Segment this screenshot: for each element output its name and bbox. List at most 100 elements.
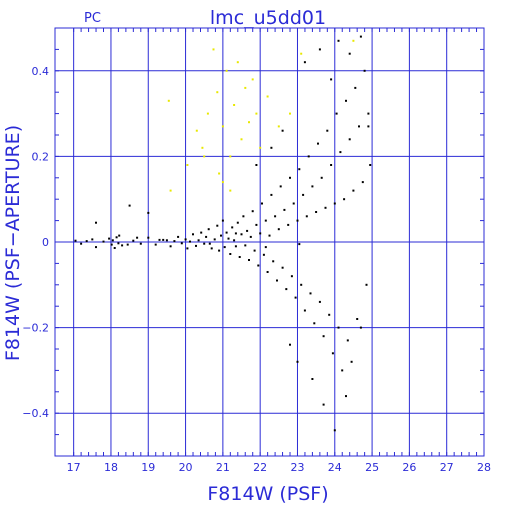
scatter-point <box>330 78 333 81</box>
scatter-point <box>270 193 273 196</box>
scatter-point <box>259 146 262 149</box>
scatter-point <box>244 244 247 247</box>
scatter-point <box>311 185 314 188</box>
scatter-point <box>322 335 325 338</box>
scatter-point <box>337 326 340 329</box>
scatter-point <box>225 231 228 234</box>
scatter-point <box>345 395 347 398</box>
scatter-point <box>186 164 189 166</box>
scatter-point <box>294 296 297 299</box>
scatter-point <box>290 275 293 278</box>
scatter-point <box>369 164 372 166</box>
scatter-point <box>331 352 334 355</box>
scatter-point <box>108 237 111 240</box>
scatter-point <box>296 360 299 363</box>
scatter-point <box>229 155 232 158</box>
scatter-point <box>165 239 168 242</box>
scatter-point <box>249 235 252 238</box>
scatter-point <box>337 39 340 42</box>
scatter-point <box>208 242 211 245</box>
scatter-point <box>272 260 275 263</box>
scatter-point <box>289 112 291 115</box>
x-axis-label: F814W (PSF) <box>207 483 328 505</box>
scatter-point <box>289 176 291 179</box>
scatter-point <box>261 202 263 205</box>
scatter-point <box>296 219 299 222</box>
scatter-point <box>128 204 131 207</box>
scatter-point <box>205 235 208 238</box>
scatter-point <box>289 343 291 346</box>
scatter-point <box>315 211 318 213</box>
scatter-point <box>113 247 116 249</box>
scatter-point <box>352 189 355 192</box>
scatter-point <box>359 35 362 38</box>
scatter-point <box>233 239 236 242</box>
scatter-point <box>352 39 355 42</box>
scatter-point <box>302 193 305 196</box>
scatter-point <box>253 249 256 252</box>
x-tick-label: 21 <box>216 461 230 474</box>
scatter-point <box>266 95 269 98</box>
scatter-point <box>328 313 331 316</box>
y-tick-label: 0 <box>42 236 49 249</box>
scatter-point <box>221 125 224 128</box>
scatter-point <box>359 326 362 329</box>
y-tick-label: 0.4 <box>32 65 50 78</box>
scatter-point <box>322 403 325 406</box>
y-axis-label: F814W (PSF−APERTURE) <box>2 125 24 361</box>
scatter-point <box>246 229 249 232</box>
scatter-point <box>225 69 228 72</box>
scatter-point <box>281 266 284 269</box>
scatter-point <box>277 125 280 128</box>
scatter-point <box>231 226 234 229</box>
scatter-point <box>313 322 316 325</box>
scatter-point <box>210 247 213 250</box>
scatter-point <box>335 112 338 115</box>
scatter-point <box>277 228 280 231</box>
scatter-point <box>348 52 351 55</box>
scatter-point <box>236 61 239 64</box>
scatter-point <box>118 234 121 237</box>
scatter-point <box>264 246 267 249</box>
scatter-point <box>283 208 286 211</box>
scatter-point <box>341 369 344 372</box>
scatter-point <box>136 236 139 239</box>
scatter-point <box>221 181 224 184</box>
chart-title: lmc_u5dd01 <box>210 7 326 29</box>
scatter-point <box>309 292 312 295</box>
scatter-point <box>255 223 258 226</box>
scatter-point <box>218 249 221 252</box>
scatter-point <box>300 283 303 286</box>
scatter-point <box>298 168 301 171</box>
points-layer <box>74 35 372 432</box>
scatter-point <box>169 245 172 248</box>
scatter-point <box>255 164 258 166</box>
scatter-point <box>268 234 271 237</box>
scatter-point <box>192 233 194 236</box>
scatter-point <box>115 236 118 239</box>
scatter-point <box>197 239 200 242</box>
scatter-point <box>281 129 284 132</box>
scatter-point <box>132 239 135 242</box>
x-tick-label: 17 <box>67 461 81 474</box>
scatter-point <box>158 238 161 241</box>
scatter-point <box>117 242 120 245</box>
x-tick-label: 22 <box>253 461 267 474</box>
scatter-point <box>177 235 180 238</box>
y-tick-label: 0.2 <box>32 150 50 163</box>
scatter-point <box>240 233 243 236</box>
scatter-point <box>218 172 221 175</box>
x-tick-label: 19 <box>141 461 155 474</box>
scatter-point <box>186 247 189 250</box>
scatter-point <box>195 129 198 132</box>
scatter-point <box>206 112 209 115</box>
scatter-point <box>274 215 277 218</box>
scatter-point <box>259 232 262 235</box>
scatter-point <box>223 246 226 249</box>
scatter-point <box>350 360 353 363</box>
scatter-point <box>346 339 349 342</box>
scatter-point <box>139 242 142 245</box>
scatter-point <box>200 231 203 234</box>
scatter-point <box>189 240 191 243</box>
scatter-point <box>279 185 282 188</box>
